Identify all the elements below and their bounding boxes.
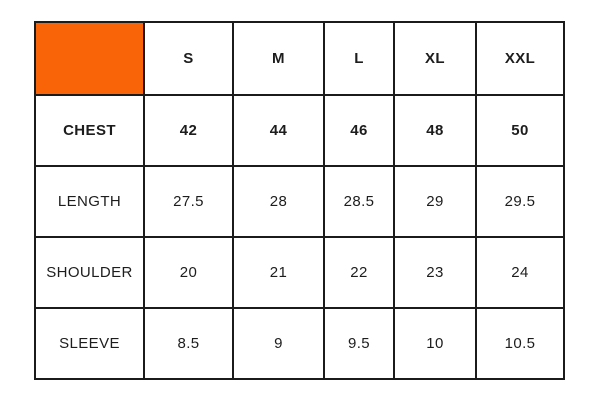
table-body: CHEST 42 44 46 48 50 LENGTH 27.5 28 28.5 29 29.5 SHO… xyxy=(34,94,565,380)
value-cell: 28.5 xyxy=(323,165,395,238)
row-label: CHEST xyxy=(34,94,145,167)
value-cell: 44 xyxy=(232,94,325,167)
value-cell: 21 xyxy=(232,236,325,309)
table-row: SLEEVE 8.5 9 9.5 10 10.5 xyxy=(34,307,565,380)
size-column-header: S xyxy=(143,21,234,96)
value-cell: 23 xyxy=(393,236,477,309)
value-cell: 48 xyxy=(393,94,477,167)
value-cell: 20 xyxy=(143,236,234,309)
value-cell: 10.5 xyxy=(475,307,565,380)
table-row: SHOULDER 20 21 22 23 24 xyxy=(34,236,565,309)
value-cell: 10 xyxy=(393,307,477,380)
row-label: LENGTH xyxy=(34,165,145,238)
size-column-header: XXL xyxy=(475,21,565,96)
value-cell: 8.5 xyxy=(143,307,234,380)
value-cell: 29.5 xyxy=(475,165,565,238)
value-cell: 24 xyxy=(475,236,565,309)
row-label: SHOULDER xyxy=(34,236,145,309)
value-cell: 42 xyxy=(143,94,234,167)
value-cell: 50 xyxy=(475,94,565,167)
size-column-header: XL xyxy=(393,21,477,96)
table-row: LENGTH 27.5 28 28.5 29 29.5 xyxy=(34,165,565,238)
size-column-header: M xyxy=(232,21,325,96)
value-cell: 27.5 xyxy=(143,165,234,238)
corner-cell-orange xyxy=(34,21,145,96)
value-cell: 9 xyxy=(232,307,325,380)
value-cell: 28 xyxy=(232,165,325,238)
size-chart: S M L XL XXL CHEST 42 44 46 48 50 LENGTH 27.5 28 28.5… xyxy=(34,21,565,380)
table-row: CHEST 42 44 46 48 50 xyxy=(34,94,565,167)
value-cell: 9.5 xyxy=(323,307,395,380)
header-row: S M L XL XXL xyxy=(34,21,565,96)
size-column-header: L xyxy=(323,21,395,96)
value-cell: 46 xyxy=(323,94,395,167)
value-cell: 29 xyxy=(393,165,477,238)
size-chart-table: S M L XL XXL CHEST 42 44 46 48 50 LENGTH 27.5 28 28.5… xyxy=(34,21,565,380)
value-cell: 22 xyxy=(323,236,395,309)
row-label: SLEEVE xyxy=(34,307,145,380)
